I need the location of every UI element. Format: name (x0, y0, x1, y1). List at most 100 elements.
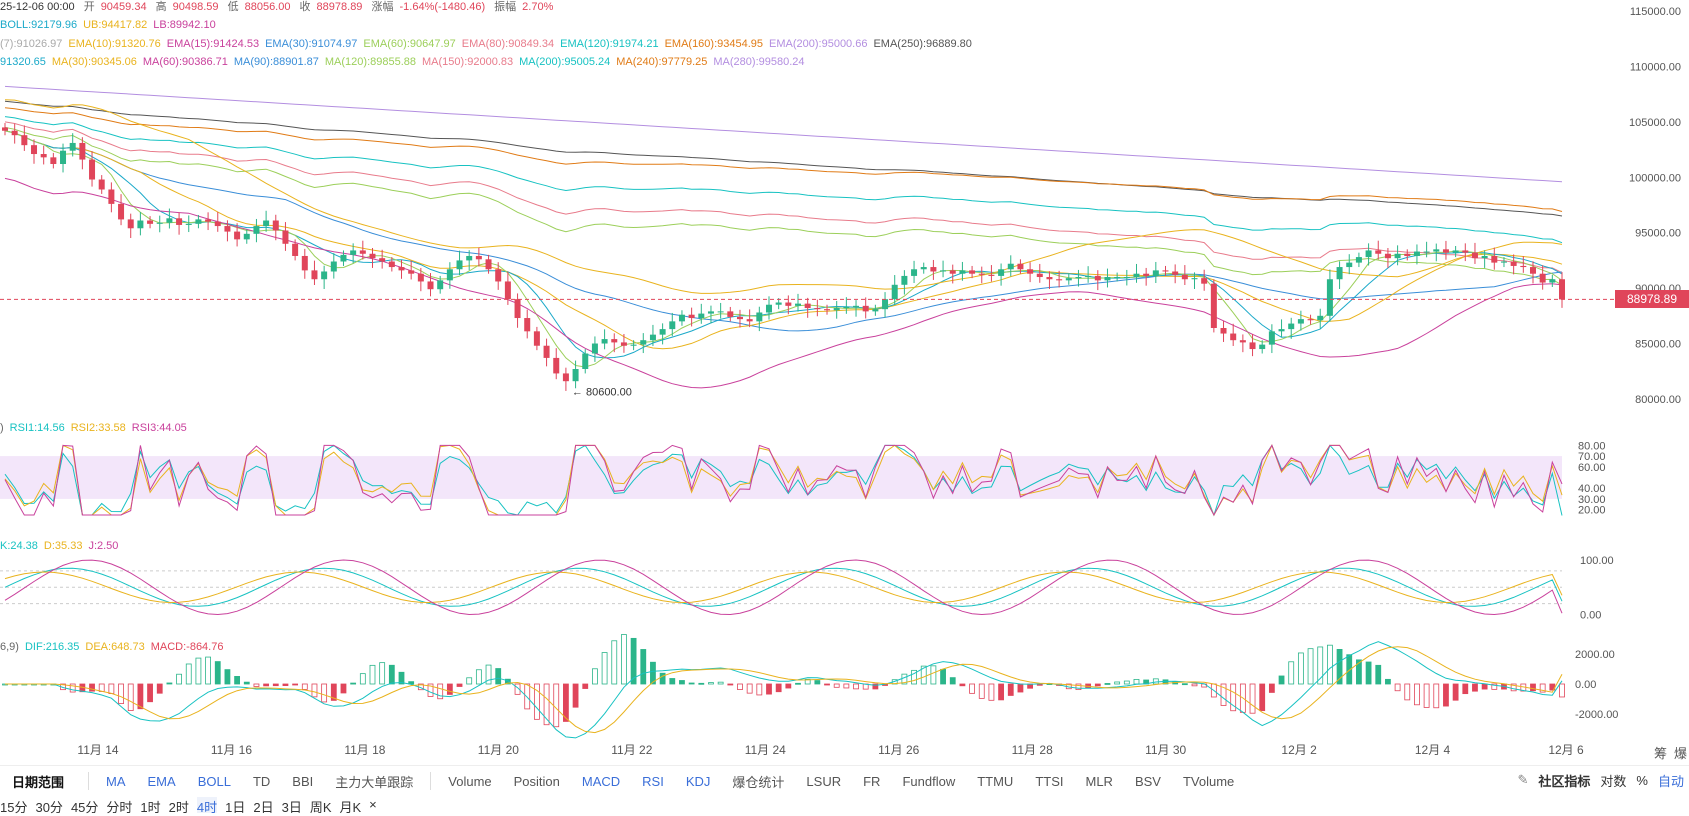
timeframe-8[interactable]: 2日 (253, 800, 274, 815)
liquidation-toggle[interactable]: 爆 (1674, 746, 1688, 761)
macd-bar (795, 682, 801, 685)
candle-body (591, 343, 598, 354)
macd-bar (1423, 683, 1430, 708)
sub-indicator-13[interactable]: TVolume (1182, 773, 1235, 789)
timeframe-10[interactable]: 周K (309, 800, 332, 815)
community-indicators-button[interactable]: 社区指标 (1538, 773, 1591, 789)
candle-body (1017, 263, 1024, 270)
timeframe-9[interactable]: 3日 (281, 800, 302, 815)
candle-body (408, 270, 415, 274)
edit-icon[interactable]: ✎ (1517, 772, 1529, 787)
main-indicator-4[interactable]: BBI (292, 773, 314, 789)
main-indicator-2[interactable]: BOLL (197, 773, 231, 789)
sub-indicator-7[interactable]: FR (863, 773, 881, 789)
auto-scale-toggle[interactable]: 自动 (1657, 773, 1684, 789)
macd-bar (340, 683, 347, 694)
macd-line-item: 6,9) (0, 641, 19, 653)
ma-line-item: MA(150):92000.83 (422, 56, 514, 68)
high-label: 高 (155, 1, 167, 13)
candle-body (698, 313, 705, 319)
sub-indicator-4[interactable]: KDJ (685, 773, 711, 789)
candle-body (630, 344, 637, 346)
date-range-button[interactable]: 日期范围 (12, 774, 65, 790)
ema-line-item: EMA(15):91424.53 (166, 38, 260, 50)
macd-bar (1133, 678, 1140, 685)
candle-body (1268, 331, 1275, 345)
candle-body (1307, 319, 1314, 321)
sub-indicator-11[interactable]: MLR (1085, 773, 1113, 789)
candle-body (1239, 340, 1246, 343)
macd-bar (978, 683, 985, 699)
timeframe-bar: 15分 30分 45分 分时 1时 2时 4时 1日 2日 3日 周K 月K × (0, 797, 385, 815)
timeframe-11[interactable]: 月K (339, 800, 362, 815)
ema-line-item: EMA(200):95000.66 (769, 38, 868, 50)
candle-body (495, 269, 502, 282)
sub-indicator-8[interactable]: Fundflow (902, 773, 956, 789)
macd-bar (1394, 683, 1401, 692)
macd-bar (679, 680, 685, 685)
sub-indicator-12[interactable]: BSV (1134, 773, 1161, 789)
price-chart[interactable]: 115000.00 110000.00 105000.00 100000.00 9500… (0, 0, 1689, 765)
macd-bar (572, 683, 579, 708)
macd-bar (688, 682, 695, 685)
main-indicator-0[interactable]: MA (106, 773, 126, 789)
sub-indicator-1[interactable]: Position (513, 773, 560, 789)
macd-bar (504, 678, 511, 685)
ma-line-item: MA(200):95005.24 (519, 56, 611, 68)
percent-toggle[interactable]: % (1636, 772, 1648, 788)
candle-body (1220, 328, 1227, 334)
candle-body (60, 150, 67, 164)
macd-bar (959, 683, 966, 687)
timeframe-1[interactable]: 30分 (35, 800, 63, 815)
candle-body (804, 303, 811, 309)
main-indicator-5[interactable]: 主力大单跟踪 (335, 774, 414, 790)
candle-body (553, 357, 560, 374)
candle-body (959, 270, 966, 274)
candle-body (649, 334, 656, 341)
macd-bar (949, 677, 956, 685)
sub-indicator-2[interactable]: MACD (581, 773, 621, 789)
timeframe-7[interactable]: 1日 (225, 800, 246, 815)
sub-indicator-5[interactable]: 爆仓统计 (732, 774, 785, 790)
long-ma-line (4, 126, 1563, 286)
candle-body (185, 223, 192, 225)
candle-body (940, 270, 947, 272)
macd-bar (1075, 683, 1082, 691)
timeframe-12[interactable]: × (369, 797, 377, 812)
timeframe-0[interactable]: 15分 (0, 800, 28, 815)
timeframe-4[interactable]: 1时 (140, 800, 161, 815)
candle-body (543, 345, 550, 358)
timeframe-6[interactable]: 4时 (196, 797, 218, 815)
macd-bar (253, 683, 260, 687)
macd-bar (118, 683, 124, 704)
macd-bar (1365, 661, 1372, 685)
boll-line-item: LB:89942.10 (153, 19, 216, 31)
candle-body (321, 271, 328, 280)
candle-body (301, 255, 308, 271)
log-scale-toggle[interactable]: 对数 (1600, 773, 1627, 789)
macd-bar (1230, 683, 1237, 712)
macd-bar (911, 669, 917, 685)
candle-body (1172, 271, 1179, 275)
main-indicator-3[interactable]: TD (252, 773, 271, 789)
sub-indicator-6[interactable]: LSUR (806, 773, 842, 789)
sub-indicator-3[interactable]: RSI (642, 773, 664, 789)
ma-line-item: 91320.65 (0, 56, 46, 68)
open-value: 90459.34 (100, 1, 147, 13)
chips-toggle[interactable]: 筹 (1654, 746, 1668, 761)
main-indicator-1[interactable]: EMA (147, 773, 176, 789)
sub-indicator-9[interactable]: TTMU (977, 773, 1014, 789)
rsi-line-item: RSI2:33.58 (70, 422, 126, 434)
timeframe-2[interactable]: 45分 (70, 800, 99, 815)
sub-indicator-0[interactable]: Volume (448, 773, 492, 789)
candle-body (533, 331, 540, 346)
sub-indicator-10[interactable]: TTSI (1035, 773, 1064, 789)
candle-body (1143, 273, 1150, 276)
macd-bar (727, 683, 734, 686)
macd-bar (698, 682, 705, 685)
timeframe-5[interactable]: 2时 (168, 800, 189, 815)
candle-body (40, 154, 47, 158)
y-tick-label: 105000.00 (1629, 117, 1681, 129)
timeframe-3[interactable]: 分时 (106, 800, 133, 815)
candle-body (118, 203, 125, 220)
